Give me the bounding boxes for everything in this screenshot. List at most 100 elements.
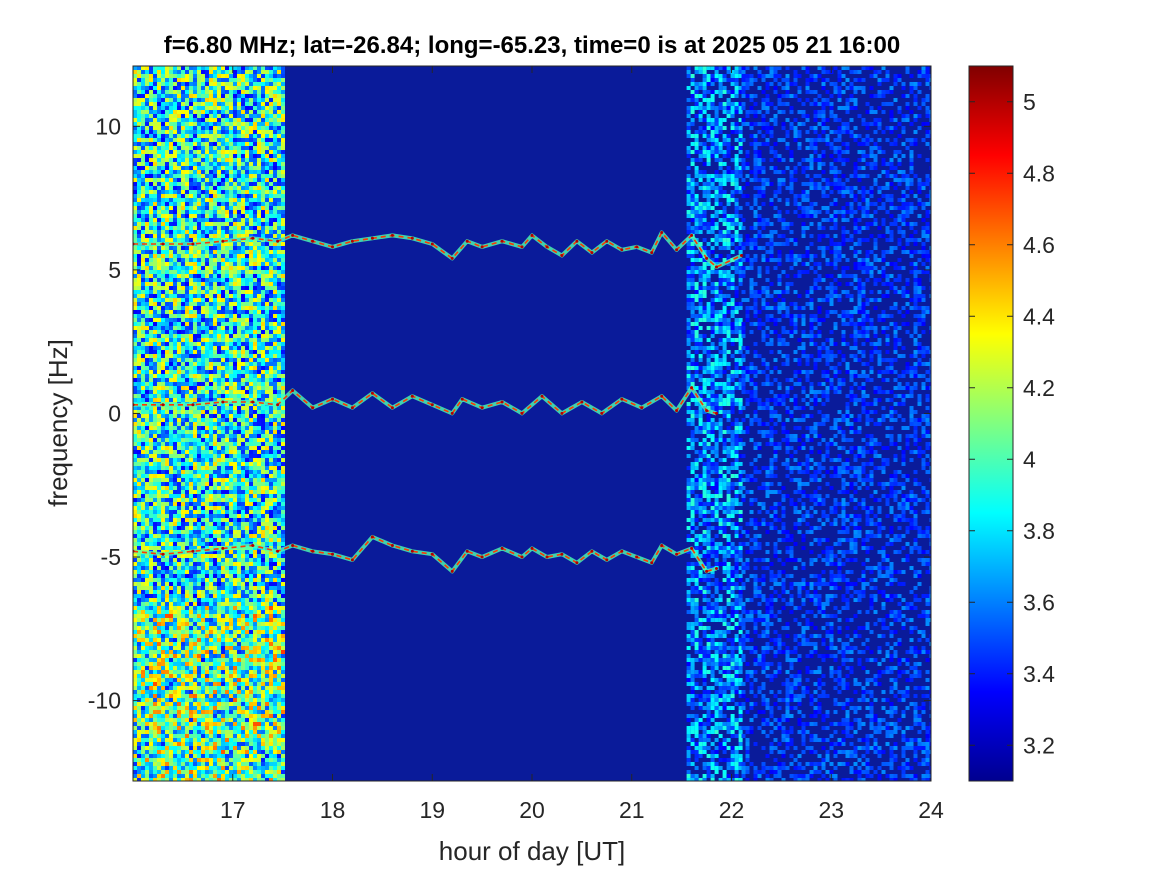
noise-cell-0	[141, 718, 145, 722]
noise-cell-0	[229, 578, 233, 582]
noise-cell-0	[181, 654, 185, 658]
noise-cell-0	[181, 110, 185, 114]
noise-cell-0	[141, 462, 145, 466]
noise-cell-0	[157, 558, 161, 562]
noise-cell-0	[213, 286, 217, 290]
noise-cell-0	[209, 98, 213, 102]
noise-cell-0	[233, 730, 237, 734]
noise-cell-0	[209, 638, 213, 642]
noise-cell-0	[197, 222, 201, 226]
noise-cell-0	[149, 706, 153, 710]
noise-cell-0	[153, 162, 157, 166]
noise-cell-0	[197, 758, 201, 762]
noise-cell-0	[217, 230, 221, 234]
noise-cell-0	[225, 754, 229, 758]
noise-cell-0	[201, 770, 205, 774]
noise-cell-0	[185, 406, 189, 410]
noise-cell-0	[193, 186, 197, 190]
noise-cell-0	[221, 206, 225, 210]
noise-cell-0	[189, 418, 193, 422]
noise-cell-0	[241, 98, 245, 102]
noise-cell-0	[197, 630, 201, 634]
noise-cell-0	[153, 494, 157, 498]
noise-cell-0	[133, 722, 137, 726]
noise-cell-0	[213, 538, 217, 542]
noise-cell-0	[157, 518, 161, 522]
noise-cell-0	[177, 274, 181, 278]
noise-cell-0	[165, 566, 169, 570]
noise-cell-0	[237, 410, 241, 414]
noise-cell-0	[229, 378, 233, 382]
noise-cell-0	[213, 490, 217, 494]
noise-cell-0	[141, 678, 145, 682]
noise-cell-0	[193, 414, 197, 418]
noise-cell-0	[221, 518, 225, 522]
noise-cell-0	[209, 686, 213, 690]
noise-cell-0	[149, 554, 153, 558]
noise-cell-0	[197, 606, 201, 610]
noise-cell-0	[141, 346, 145, 350]
noise-cell-0	[177, 450, 181, 454]
noise-cell-0	[137, 666, 141, 670]
noise-cell-0	[189, 638, 193, 642]
noise-cell-0	[173, 210, 177, 214]
noise-cell-0	[233, 762, 237, 766]
noise-cell-0	[149, 730, 153, 734]
noise-cell-0	[217, 622, 221, 626]
noise-cell-0	[221, 678, 225, 682]
noise-cell-0	[221, 214, 225, 218]
noise-cell-0	[181, 702, 185, 706]
noise-cell-0	[161, 94, 165, 98]
noise-cell-0	[233, 590, 237, 594]
noise-cell-0	[205, 554, 209, 558]
noise-cell-0	[157, 646, 161, 650]
noise-cell-0	[201, 538, 205, 542]
noise-cell-0	[209, 490, 213, 494]
noise-cell-0	[149, 78, 153, 82]
noise-cell-0	[153, 754, 157, 758]
noise-cell-0	[177, 750, 181, 754]
noise-cell-0	[193, 694, 197, 698]
noise-cell-0	[213, 90, 217, 94]
noise-cell-0	[173, 618, 177, 622]
noise-cell-0	[177, 446, 181, 450]
noise-cell-0	[173, 566, 177, 570]
noise-cell-0	[177, 98, 181, 102]
noise-cell-0	[133, 714, 137, 718]
noise-cell-0	[169, 742, 173, 746]
noise-cell-0	[229, 90, 233, 94]
noise-cell-0	[241, 354, 245, 358]
noise-cell-0	[181, 630, 185, 634]
noise-cell-0	[137, 774, 141, 778]
noise-cell-0	[189, 498, 193, 502]
noise-cell-0	[145, 94, 149, 98]
noise-cell-0	[201, 546, 205, 550]
noise-cell-0	[237, 70, 241, 74]
noise-cell-0	[233, 638, 237, 642]
noise-cell-0	[173, 774, 177, 778]
noise-cell-0	[193, 450, 197, 454]
noise-cell-0	[165, 142, 169, 146]
noise-cell-0	[205, 78, 209, 82]
noise-cell-0	[213, 198, 217, 202]
noise-cell-0	[233, 442, 237, 446]
noise-cell-0	[217, 162, 221, 166]
noise-cell-0	[185, 470, 189, 474]
noise-cell-0	[141, 654, 145, 658]
noise-cell-0	[225, 266, 229, 270]
noise-cell-0	[157, 222, 161, 226]
noise-cell-0	[177, 306, 181, 310]
noise-cell-0	[165, 678, 169, 682]
noise-cell-0	[237, 322, 241, 326]
noise-cell-0	[173, 138, 177, 142]
noise-cell-0	[241, 462, 245, 466]
noise-cell-0	[201, 222, 205, 226]
noise-cell-0	[233, 294, 237, 298]
noise-cell-0	[141, 290, 145, 294]
noise-cell-0	[161, 438, 165, 442]
noise-cell-0	[221, 322, 225, 326]
noise-cell-0	[149, 746, 153, 750]
noise-cell-0	[233, 482, 237, 486]
noise-cell-0	[153, 762, 157, 766]
noise-cell-0	[177, 586, 181, 590]
